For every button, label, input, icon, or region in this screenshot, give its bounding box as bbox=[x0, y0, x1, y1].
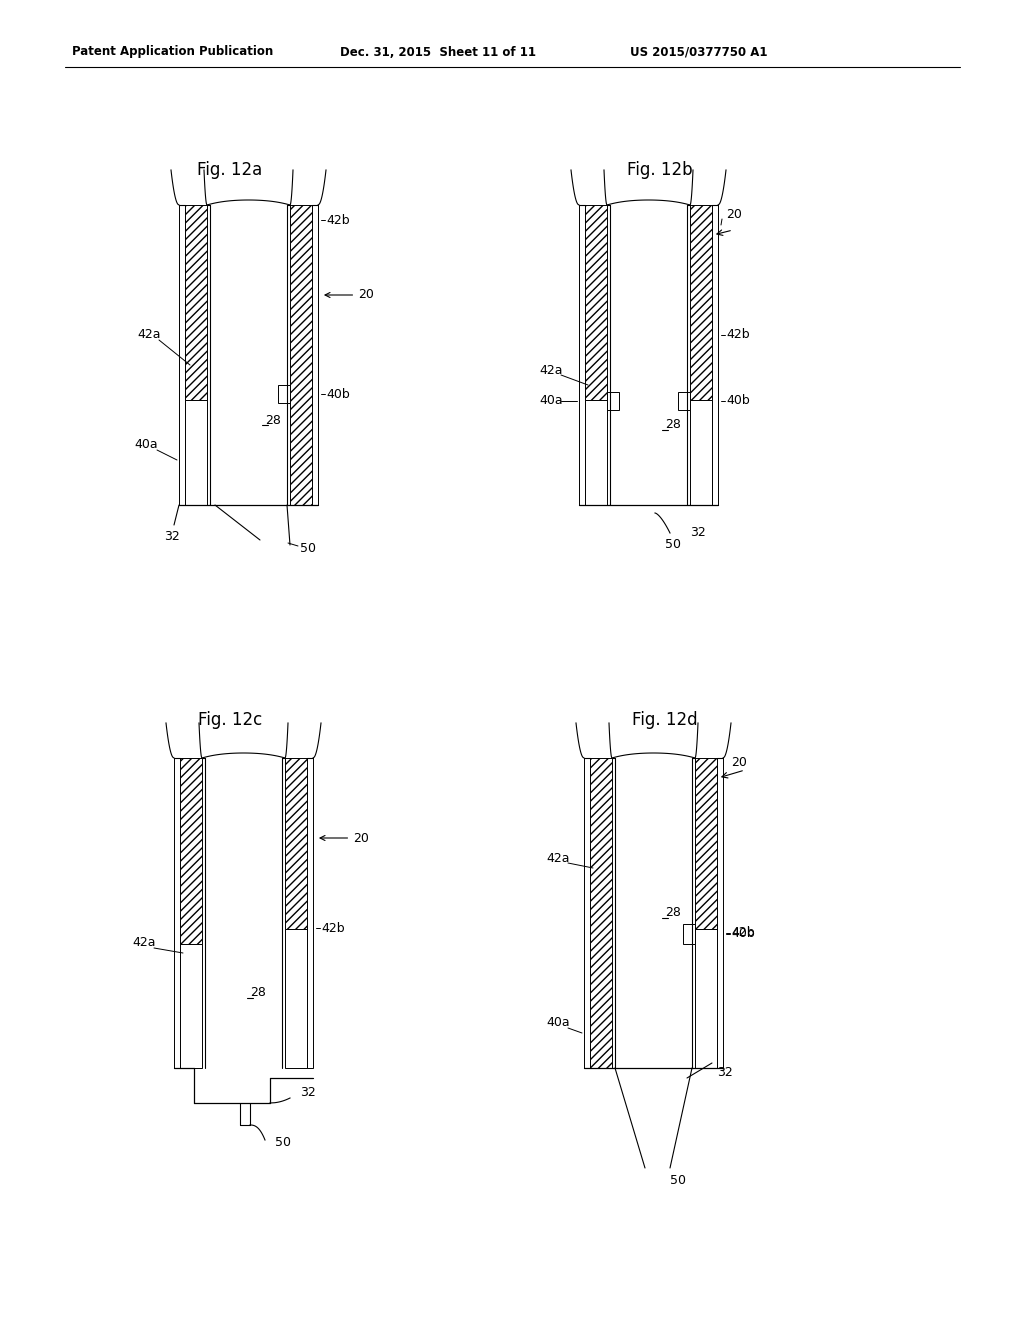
Bar bbox=[579, 205, 585, 506]
Text: Fig. 12a: Fig. 12a bbox=[198, 161, 262, 180]
Text: 50: 50 bbox=[665, 539, 681, 552]
Text: 42a: 42a bbox=[539, 363, 562, 376]
Text: 40b: 40b bbox=[731, 927, 755, 940]
Bar bbox=[690, 205, 712, 400]
Text: 50: 50 bbox=[670, 1173, 686, 1187]
Bar bbox=[185, 205, 207, 400]
Text: US 2015/0377750 A1: US 2015/0377750 A1 bbox=[630, 45, 768, 58]
Text: Fig. 12b: Fig. 12b bbox=[627, 161, 693, 180]
Bar bbox=[717, 758, 723, 1068]
Text: 32: 32 bbox=[690, 527, 706, 540]
Bar bbox=[174, 758, 180, 1068]
Bar bbox=[180, 944, 202, 1068]
Bar bbox=[285, 928, 307, 1068]
Bar bbox=[185, 400, 207, 506]
Bar bbox=[179, 205, 185, 506]
Text: 20: 20 bbox=[731, 756, 746, 770]
Text: 42a: 42a bbox=[546, 851, 569, 865]
Text: 28: 28 bbox=[265, 413, 281, 426]
Bar bbox=[312, 205, 318, 506]
Text: 42b: 42b bbox=[726, 329, 750, 342]
Bar bbox=[278, 385, 290, 403]
Bar bbox=[607, 392, 618, 411]
Bar bbox=[690, 400, 712, 506]
Text: Dec. 31, 2015  Sheet 11 of 11: Dec. 31, 2015 Sheet 11 of 11 bbox=[340, 45, 536, 58]
Text: 32: 32 bbox=[300, 1086, 315, 1100]
Text: 32: 32 bbox=[164, 531, 180, 544]
Text: 20: 20 bbox=[726, 209, 741, 222]
Text: 20: 20 bbox=[325, 289, 374, 301]
Text: Fig. 12c: Fig. 12c bbox=[198, 711, 262, 729]
Bar bbox=[584, 758, 590, 1068]
Text: 42a: 42a bbox=[137, 329, 161, 342]
Text: 42a: 42a bbox=[132, 936, 156, 949]
Bar bbox=[683, 924, 695, 944]
Bar bbox=[180, 758, 202, 944]
Bar bbox=[678, 392, 690, 411]
Bar bbox=[590, 758, 612, 1068]
Bar bbox=[307, 758, 313, 1068]
Text: 42b: 42b bbox=[321, 921, 345, 935]
Text: Patent Application Publication: Patent Application Publication bbox=[72, 45, 273, 58]
Text: 20: 20 bbox=[321, 832, 369, 845]
Text: 40a: 40a bbox=[546, 1016, 569, 1030]
Text: 42b: 42b bbox=[731, 927, 755, 940]
Bar bbox=[695, 928, 717, 1068]
Text: 50: 50 bbox=[275, 1137, 291, 1150]
Bar bbox=[285, 758, 307, 928]
Bar bbox=[585, 205, 607, 400]
Bar bbox=[712, 205, 718, 506]
Text: 28: 28 bbox=[250, 986, 266, 999]
Text: 40b: 40b bbox=[726, 395, 750, 408]
Text: 40b: 40b bbox=[326, 388, 350, 400]
Text: 40a: 40a bbox=[134, 438, 158, 451]
Text: 42b: 42b bbox=[326, 214, 349, 227]
Bar bbox=[290, 205, 312, 506]
Bar bbox=[695, 758, 717, 928]
Text: 50: 50 bbox=[300, 541, 316, 554]
Text: 28: 28 bbox=[665, 418, 681, 432]
Text: Fig. 12d: Fig. 12d bbox=[632, 711, 697, 729]
Text: 40a: 40a bbox=[539, 395, 562, 408]
Text: 32: 32 bbox=[717, 1067, 733, 1080]
Bar bbox=[585, 400, 607, 506]
Text: 28: 28 bbox=[665, 907, 681, 920]
